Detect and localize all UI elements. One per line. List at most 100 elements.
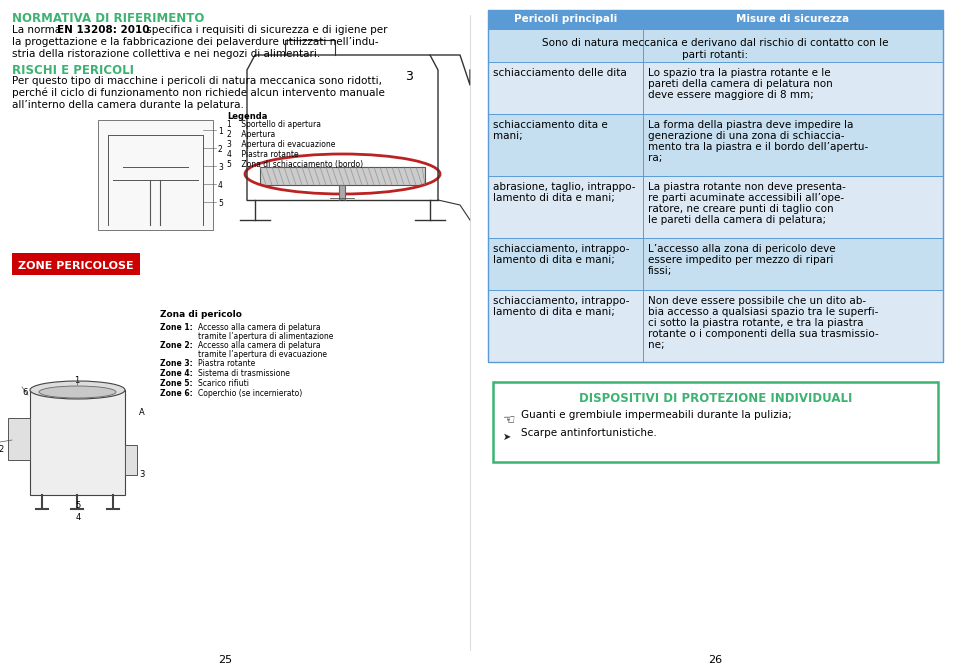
Text: stria della ristorazione collettiva e nei negozi di alimentari.: stria della ristorazione collettiva e ne… <box>12 49 321 59</box>
Text: 2: 2 <box>0 445 3 454</box>
Text: 5: 5 <box>218 199 223 208</box>
Text: 1: 1 <box>218 127 223 136</box>
Ellipse shape <box>30 381 125 399</box>
Text: 4: 4 <box>218 181 223 190</box>
Bar <box>125 445 137 475</box>
Text: La piastra rotante non deve presenta-: La piastra rotante non deve presenta- <box>648 182 846 192</box>
Bar <box>488 30 943 62</box>
Text: Pericoli principali: Pericoli principali <box>514 14 617 24</box>
Text: 3: 3 <box>405 70 413 83</box>
Text: RISCHI E PERICOLI: RISCHI E PERICOLI <box>12 64 134 77</box>
Text: La forma della piastra deve impedire la: La forma della piastra deve impedire la <box>648 120 853 130</box>
Bar <box>30 390 125 495</box>
Text: 6: 6 <box>22 388 28 397</box>
Text: ☜: ☜ <box>503 412 516 426</box>
Text: schiacciamento delle dita: schiacciamento delle dita <box>493 68 627 78</box>
Text: Zone 3:: Zone 3: <box>160 359 193 368</box>
Text: perché il ciclo di funzionamento non richiede alcun intervento manuale: perché il ciclo di funzionamento non ric… <box>12 88 385 98</box>
Text: Lo spazio tra la piastra rotante e le: Lo spazio tra la piastra rotante e le <box>648 68 830 78</box>
Text: Misure di sicurezza: Misure di sicurezza <box>736 14 850 24</box>
Bar <box>98 120 213 230</box>
Text: EN 13208: 2010: EN 13208: 2010 <box>57 25 150 35</box>
Text: Scarico rifiuti: Scarico rifiuti <box>198 379 249 388</box>
Text: Zone 6:: Zone 6: <box>160 389 193 398</box>
Text: 3: 3 <box>218 163 223 172</box>
Text: Sono di natura meccanica e derivano dal rischio di contatto con le: Sono di natura meccanica e derivano dal … <box>542 38 889 48</box>
Text: tramite l’apertura di evacuazione: tramite l’apertura di evacuazione <box>198 350 327 359</box>
Text: abrasione, taglio, intrappo-: abrasione, taglio, intrappo- <box>493 182 636 192</box>
Bar <box>488 114 943 176</box>
Text: Zone 2:: Zone 2: <box>160 341 193 350</box>
Bar <box>339 185 345 200</box>
Text: lamento di dita e mani;: lamento di dita e mani; <box>493 307 614 317</box>
Text: rotante o i componenti della sua trasmissio-: rotante o i componenti della sua trasmis… <box>648 329 878 339</box>
Text: 25: 25 <box>218 655 232 665</box>
Text: 3    Apertura di evacuazione: 3 Apertura di evacuazione <box>227 140 335 149</box>
Text: generazione di una zona di schiaccia-: generazione di una zona di schiaccia- <box>648 131 845 141</box>
Text: DISPOSITIVI DI PROTEZIONE INDIVIDUALI: DISPOSITIVI DI PROTEZIONE INDIVIDUALI <box>579 392 852 405</box>
Text: 26: 26 <box>708 655 723 665</box>
Text: Non deve essere possibile che un dito ab-: Non deve essere possibile che un dito ab… <box>648 296 866 306</box>
Text: Coperchio (se incernierato): Coperchio (se incernierato) <box>198 389 302 398</box>
Bar <box>260 167 425 185</box>
Text: pareti della camera di pelatura non: pareti della camera di pelatura non <box>648 79 832 89</box>
Text: tramite l’apertura di alimentazione: tramite l’apertura di alimentazione <box>198 332 333 341</box>
Text: le pareti della camera di pelatura;: le pareti della camera di pelatura; <box>648 215 827 225</box>
Text: specifica i requisiti di sicurezza e di igiene per: specifica i requisiti di sicurezza e di … <box>143 25 388 35</box>
Bar <box>488 62 943 114</box>
Text: 2: 2 <box>218 145 223 154</box>
Text: schiacciamento, intrappo-: schiacciamento, intrappo- <box>493 296 630 306</box>
Text: La norma: La norma <box>12 25 64 35</box>
Bar <box>488 290 943 362</box>
Text: deve essere maggiore di 8 mm;: deve essere maggiore di 8 mm; <box>648 90 814 100</box>
Text: parti rotanti:: parti rotanti: <box>683 50 749 60</box>
Text: Scarpe antinfortunistiche.: Scarpe antinfortunistiche. <box>521 428 657 438</box>
Text: ➤: ➤ <box>503 432 511 442</box>
Text: NORMATIVA DI RIFERIMENTO: NORMATIVA DI RIFERIMENTO <box>12 12 204 25</box>
Text: 5: 5 <box>76 501 81 510</box>
Text: Zone 4:: Zone 4: <box>160 369 193 378</box>
Text: ci sotto la piastra rotante, e tra la piastra: ci sotto la piastra rotante, e tra la pi… <box>648 318 863 328</box>
Bar <box>488 176 943 238</box>
Text: Guanti e grembiule impermeabili durante la pulizia;: Guanti e grembiule impermeabili durante … <box>521 410 792 420</box>
Text: fissi;: fissi; <box>648 266 672 276</box>
Text: Accesso alla camera di pelatura: Accesso alla camera di pelatura <box>198 341 321 350</box>
Text: mani;: mani; <box>493 131 523 141</box>
Text: Accesso alla camera di pelatura: Accesso alla camera di pelatura <box>198 323 321 332</box>
Text: Piastra rotante: Piastra rotante <box>198 359 255 368</box>
Text: 1: 1 <box>75 376 80 385</box>
Text: all’interno della camera durante la pelatura.: all’interno della camera durante la pela… <box>12 100 244 110</box>
Text: lamento di dita e mani;: lamento di dita e mani; <box>493 193 614 203</box>
Text: ratore, ne creare punti di taglio con: ratore, ne creare punti di taglio con <box>648 204 833 214</box>
Bar <box>488 238 943 290</box>
Text: Sistema di trasmissione: Sistema di trasmissione <box>198 369 290 378</box>
FancyBboxPatch shape <box>493 382 938 462</box>
Text: A: A <box>139 408 145 417</box>
Text: 2    Apertura: 2 Apertura <box>227 130 276 139</box>
Bar <box>8 418 30 460</box>
Bar <box>488 10 943 362</box>
Text: lamento di dita e mani;: lamento di dita e mani; <box>493 255 614 265</box>
Text: Zona di pericolo: Zona di pericolo <box>160 310 242 319</box>
Text: 4: 4 <box>76 513 81 522</box>
Text: Legenda: Legenda <box>227 112 268 121</box>
Text: ZONE PERICOLOSE: ZONE PERICOLOSE <box>18 261 133 271</box>
Text: 4    Piastra rotante: 4 Piastra rotante <box>227 150 299 159</box>
Text: schiacciamento, intrappo-: schiacciamento, intrappo- <box>493 244 630 254</box>
Text: schiacciamento dita e: schiacciamento dita e <box>493 120 608 130</box>
Text: Per questo tipo di macchine i pericoli di natura meccanica sono ridotti,: Per questo tipo di macchine i pericoli d… <box>12 76 382 86</box>
Text: Zone 5:: Zone 5: <box>160 379 193 388</box>
Text: essere impedito per mezzo di ripari: essere impedito per mezzo di ripari <box>648 255 833 265</box>
Text: 5    Zona di schiacciamento (bordo): 5 Zona di schiacciamento (bordo) <box>227 160 363 169</box>
Text: 3: 3 <box>139 470 144 479</box>
Text: ra;: ra; <box>648 153 662 163</box>
Text: L’accesso alla zona di pericolo deve: L’accesso alla zona di pericolo deve <box>648 244 835 254</box>
Text: 1    Sportello di apertura: 1 Sportello di apertura <box>227 120 321 129</box>
Text: bia accesso a qualsiasi spazio tra le superfi-: bia accesso a qualsiasi spazio tra le su… <box>648 307 878 317</box>
Text: mento tra la piastra e il bordo dell’apertu-: mento tra la piastra e il bordo dell’ape… <box>648 142 868 152</box>
Bar <box>488 10 943 30</box>
Text: Zone 1:: Zone 1: <box>160 323 193 332</box>
Ellipse shape <box>39 386 116 398</box>
Text: ne;: ne; <box>648 340 664 350</box>
Bar <box>12 253 140 275</box>
